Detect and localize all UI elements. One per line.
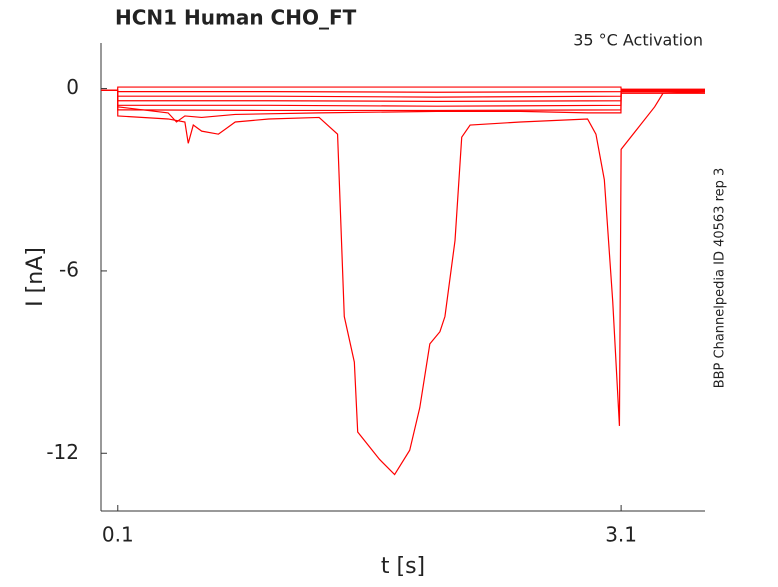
y-tick-label: -6	[59, 257, 79, 281]
trace	[101, 89, 705, 123]
trace	[101, 86, 705, 91]
y-tick-label: 0	[66, 75, 79, 99]
side-note: BBP Channelpedia ID 40563 rep 3	[713, 168, 728, 389]
trace	[101, 89, 706, 476]
annotation: 35 °C Activation	[573, 31, 703, 50]
y-tick-label: -12	[46, 440, 79, 464]
x-tick-label: 3.1	[605, 523, 637, 547]
x-axis-label: t [s]	[381, 554, 425, 579]
x-tick-label: 0.1	[102, 523, 134, 547]
trace	[101, 88, 705, 93]
y-axis-label: I [nA]	[23, 247, 48, 307]
chart-title: HCN1 Human CHO_FT	[115, 6, 357, 30]
